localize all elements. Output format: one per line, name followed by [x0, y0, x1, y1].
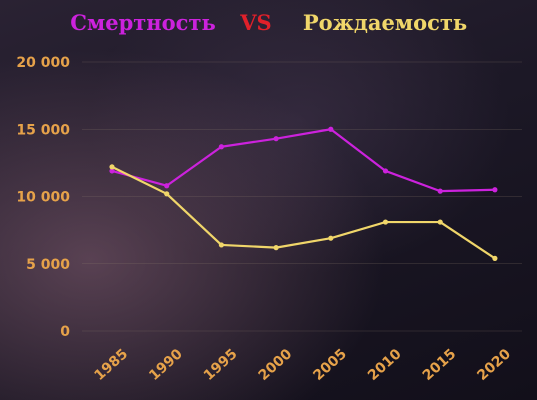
- series: [109, 126, 498, 261]
- data-point-death: [492, 187, 498, 193]
- x-tick-label: 2015: [420, 346, 460, 384]
- x-tick-label: 2000: [256, 346, 296, 384]
- data-point-birth: [492, 255, 498, 261]
- data-point-death: [437, 188, 443, 194]
- data-point-birth: [437, 219, 443, 225]
- x-tick-label: 1985: [91, 346, 131, 384]
- data-point-birth: [164, 191, 170, 197]
- data-point-death: [382, 168, 389, 174]
- x-tick-label: 2005: [310, 346, 350, 384]
- data-point-birth: [218, 242, 224, 248]
- data-point-death: [164, 183, 170, 189]
- data-point-death: [109, 168, 115, 174]
- data-point-birth: [109, 164, 115, 170]
- y-tick-label: 20 000: [16, 55, 70, 71]
- data-point-death: [273, 136, 279, 142]
- series-line-birth: [110, 165, 496, 260]
- series-line-death: [110, 128, 496, 193]
- x-tick-label: 2010: [365, 346, 405, 384]
- x-tick-label: 2020: [474, 346, 514, 384]
- data-point-death: [328, 126, 334, 132]
- data-point-death: [218, 144, 224, 150]
- chart-title-left: Смертность: [70, 10, 215, 35]
- grid: [82, 61, 522, 332]
- y-tick-label: 15 000: [16, 122, 70, 138]
- y-axis-ticks: 0 5 000 10 000 15 000 20 000: [16, 55, 70, 340]
- chart-title-vs: VS: [239, 10, 271, 35]
- chart-title-right: Рождаемость: [303, 10, 467, 35]
- y-tick-label: 0: [60, 324, 70, 340]
- x-axis-ticks: 1985 1990 1995 2000 2005 2010 2015 2020: [91, 346, 514, 384]
- data-point-birth: [273, 245, 279, 251]
- y-tick-label: 10 000: [16, 190, 70, 206]
- data-point-birth: [328, 235, 334, 241]
- data-point-birth: [382, 219, 389, 225]
- x-tick-label: 1990: [146, 346, 186, 384]
- y-tick-label: 5 000: [26, 257, 70, 273]
- x-tick-label: 1995: [201, 346, 241, 384]
